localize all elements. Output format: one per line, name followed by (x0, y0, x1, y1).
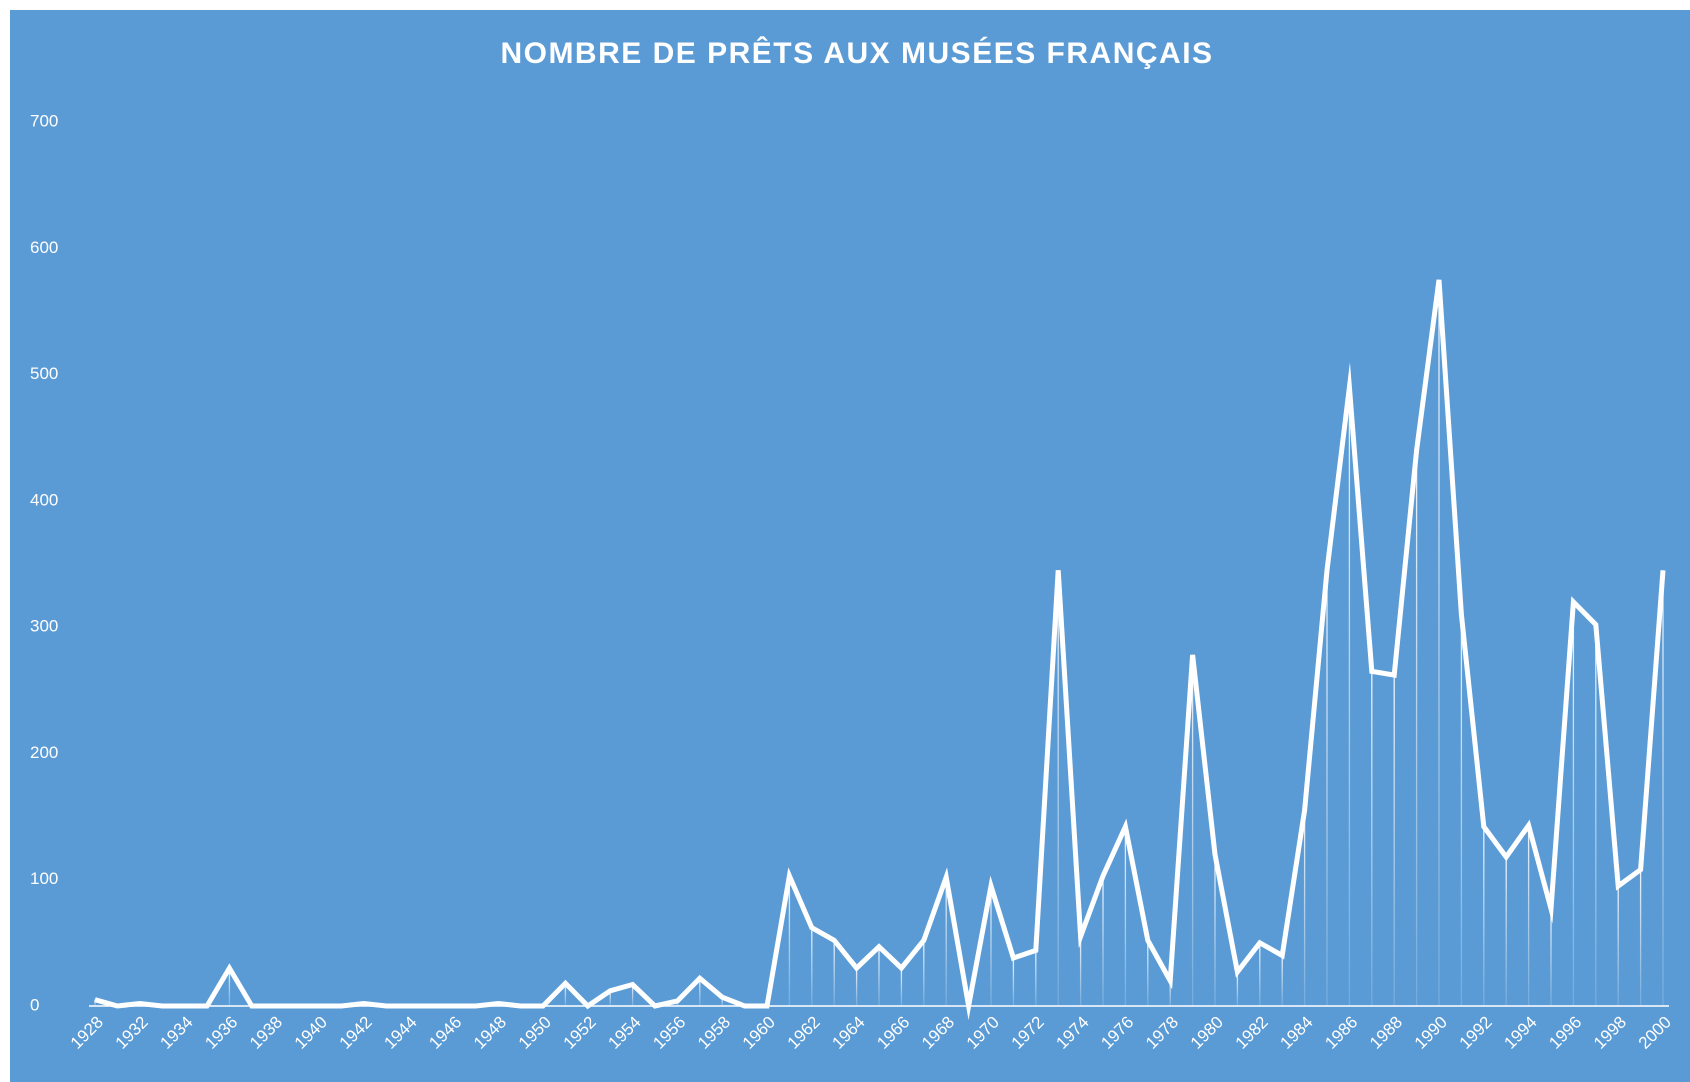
y-tick-label: 500 (30, 364, 58, 383)
y-tick-label: 700 (30, 111, 58, 130)
y-tick-label: 400 (30, 490, 58, 509)
chart-background (10, 10, 1690, 1082)
y-tick-label: 300 (30, 617, 58, 636)
data-line (94, 279, 1666, 1021)
y-tick-label: 600 (30, 238, 58, 257)
y-tick-label: 100 (30, 869, 58, 888)
y-tick-label: 0 (30, 995, 39, 1014)
chart-title: NOMBRE DE PRÊTS AUX MUSÉES FRANÇAIS (500, 36, 1213, 70)
y-tick-label: 200 (30, 743, 58, 762)
